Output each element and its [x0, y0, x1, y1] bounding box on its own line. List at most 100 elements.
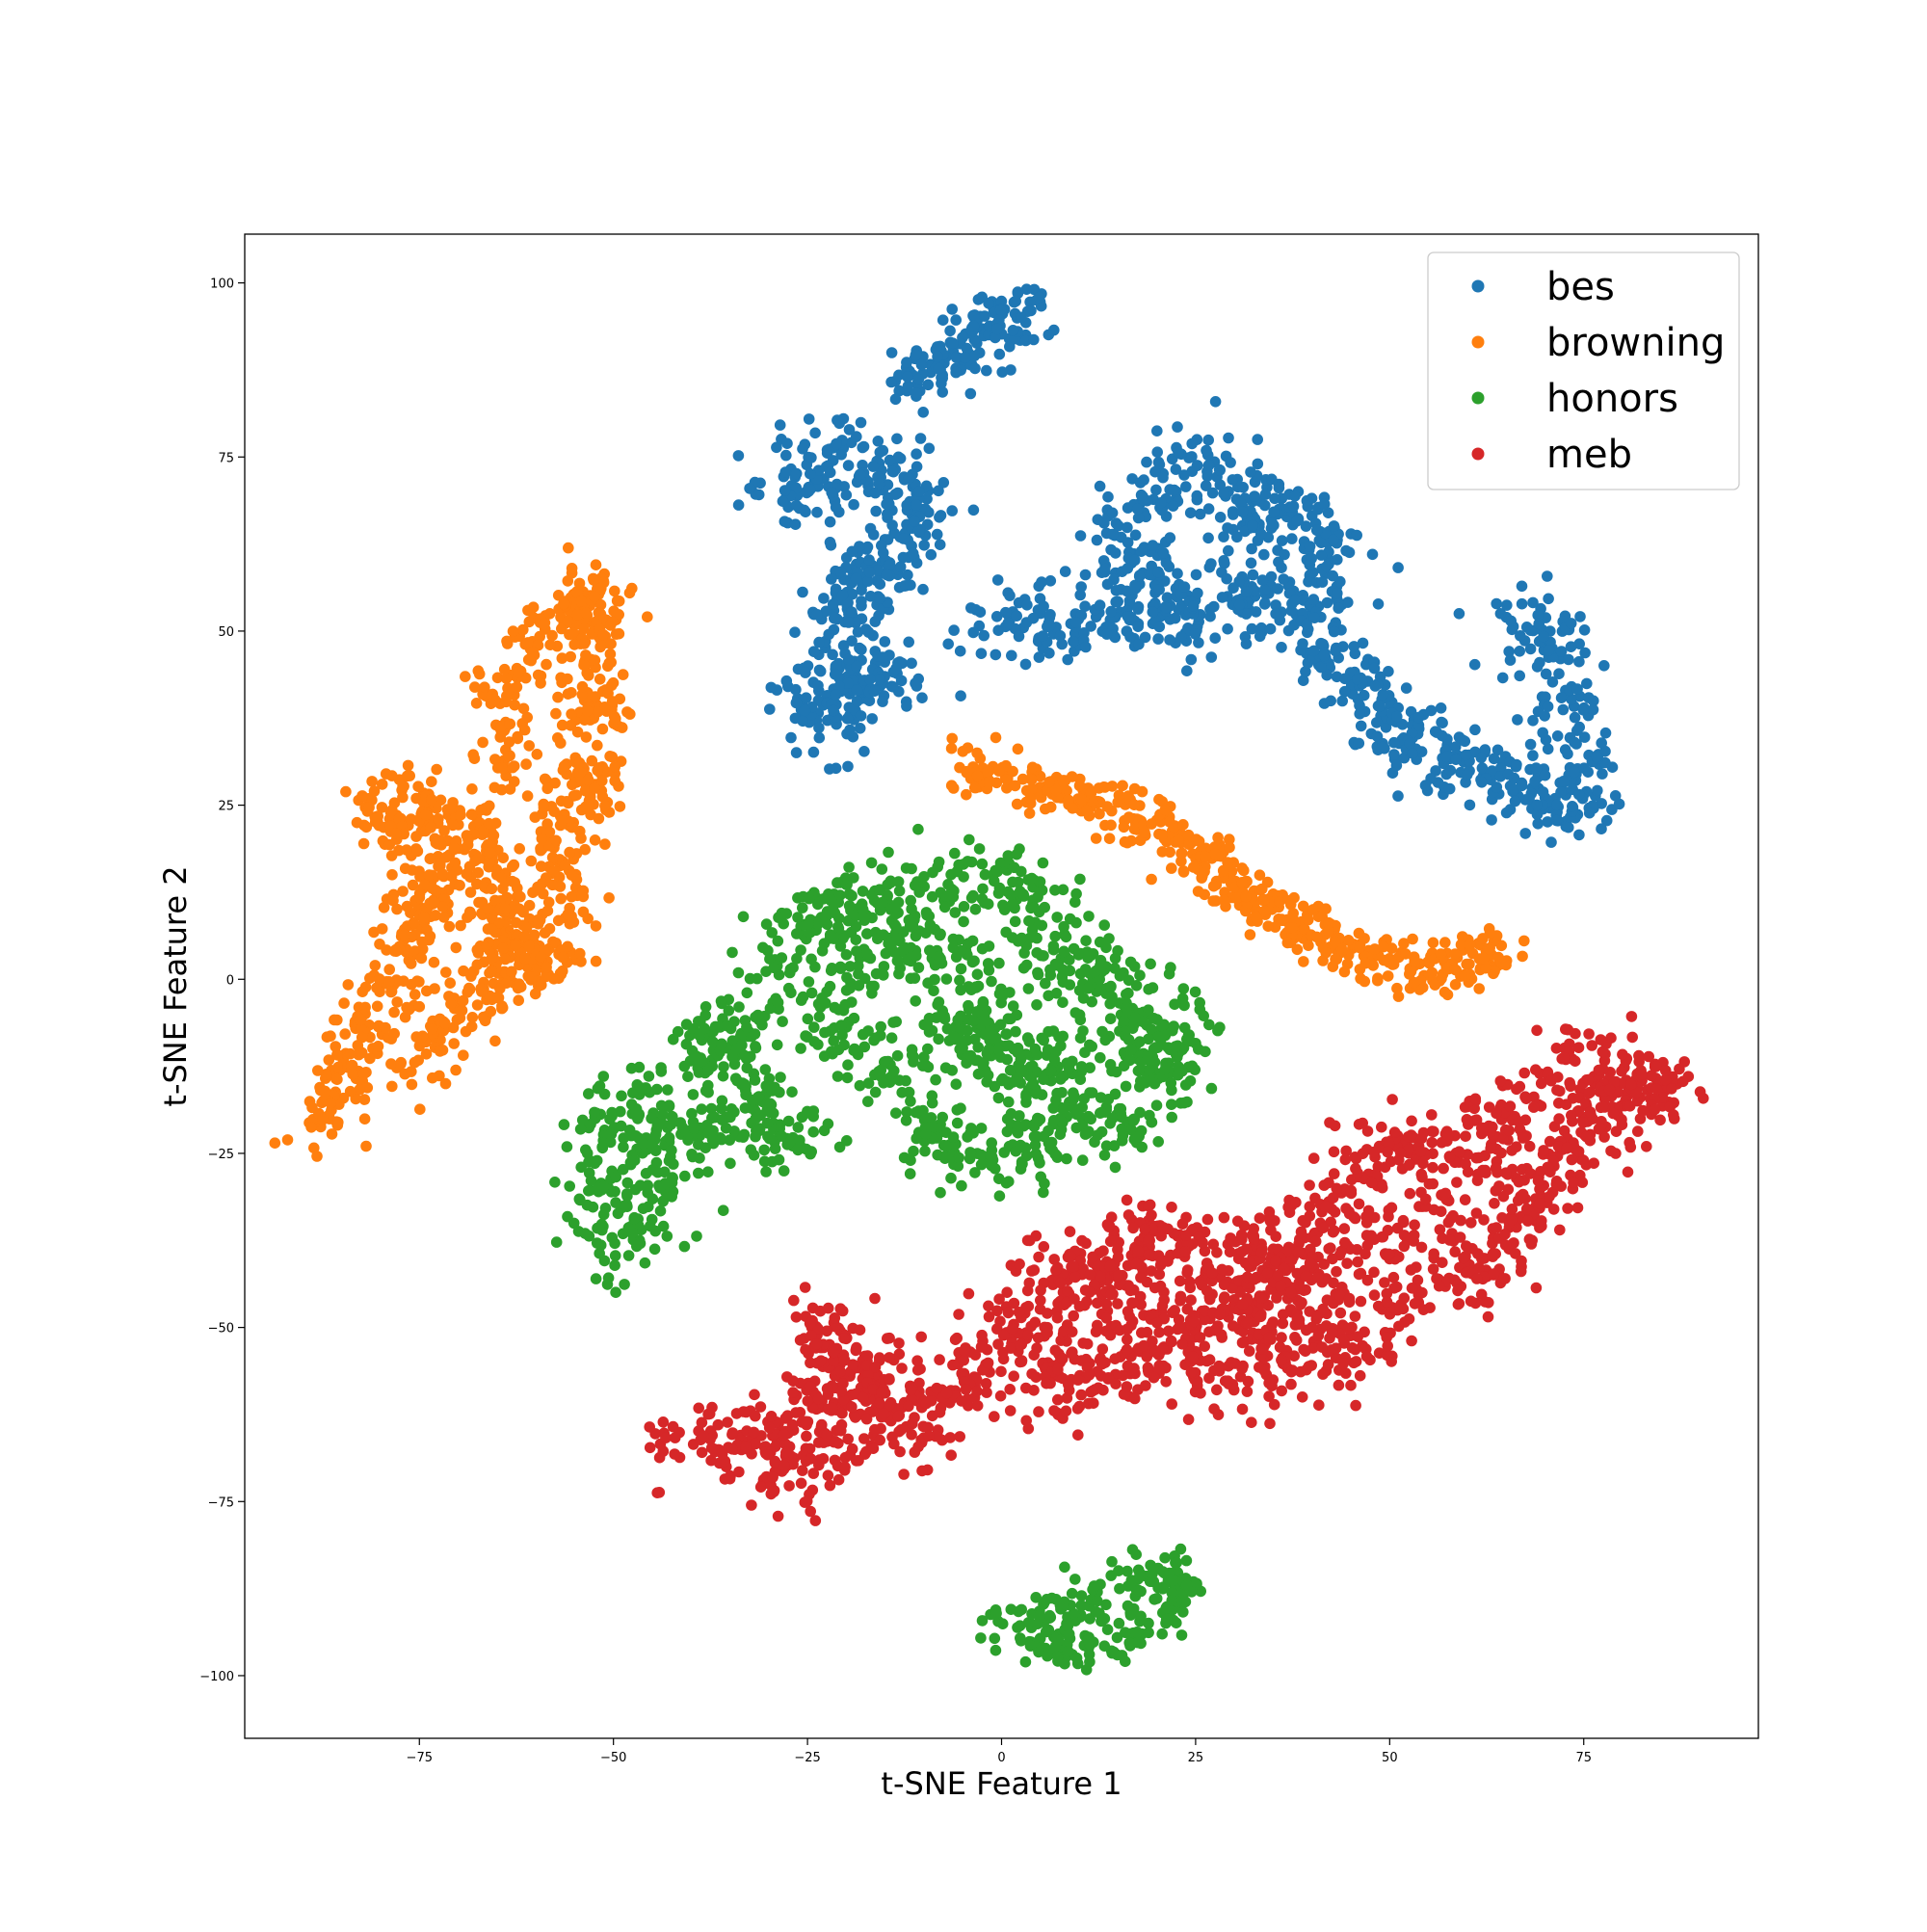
data-point: [426, 793, 437, 806]
data-point: [976, 1615, 989, 1627]
data-point: [1146, 1116, 1158, 1128]
data-point: [1005, 1108, 1017, 1120]
data-point: [1427, 937, 1439, 949]
data-point: [1214, 1021, 1226, 1033]
data-point: [840, 985, 853, 996]
data-point: [1543, 593, 1554, 605]
data-point: [1503, 646, 1515, 657]
data-point: [1109, 1088, 1122, 1100]
data-point: [826, 1045, 837, 1058]
data-point: [990, 1644, 1002, 1656]
data-point: [812, 679, 824, 692]
data-point: [444, 977, 457, 989]
data-point: [1240, 890, 1252, 903]
data-point: [865, 857, 878, 869]
data-point: [1177, 819, 1189, 831]
data-point: [1566, 693, 1577, 705]
data-point: [1033, 651, 1045, 663]
data-point: [938, 901, 951, 913]
data-point: [634, 1179, 647, 1191]
data-point: [918, 540, 930, 551]
data-point: [1079, 569, 1092, 581]
data-point: [1194, 508, 1206, 520]
data-point: [1573, 638, 1585, 649]
data-point: [1201, 470, 1213, 483]
data-point: [1156, 1628, 1168, 1640]
data-point: [1519, 828, 1531, 839]
data-point: [1537, 727, 1548, 739]
data-point: [566, 563, 578, 574]
data-point: [805, 467, 816, 480]
data-point: [562, 909, 574, 920]
data-point: [580, 607, 593, 620]
data-point: [878, 961, 890, 972]
data-point: [1040, 1626, 1052, 1638]
data-point: [532, 918, 544, 930]
data-point: [1049, 885, 1061, 896]
data-point: [1317, 638, 1329, 650]
data-point: [1043, 620, 1056, 632]
data-point: [589, 782, 600, 794]
data-point: [512, 730, 523, 743]
data-point: [402, 759, 414, 772]
data-point: [1504, 654, 1517, 666]
data-point: [1596, 798, 1607, 809]
data-point: [594, 608, 607, 620]
data-point: [626, 1227, 639, 1239]
data-point: [448, 842, 461, 855]
data-point: [1318, 498, 1331, 510]
data-point: [934, 539, 946, 550]
data-point: [917, 583, 929, 595]
data-point: [1076, 1101, 1088, 1113]
data-point: [1012, 1622, 1023, 1633]
data-point: [777, 495, 789, 507]
data-point: [1080, 641, 1092, 653]
data-point: [888, 901, 901, 913]
data-point: [1156, 829, 1169, 840]
data-point: [544, 639, 556, 650]
data-point: [1579, 647, 1591, 659]
data-point: [338, 997, 350, 1009]
data-point: [1338, 685, 1351, 698]
data-point: [856, 595, 867, 607]
data-point: [1564, 731, 1576, 744]
data-point: [1527, 750, 1539, 761]
data-point: [863, 567, 876, 578]
data-point: [555, 737, 567, 749]
data-point: [765, 681, 778, 694]
data-point: [1012, 743, 1024, 755]
data-point: [1218, 531, 1229, 543]
data-point: [1533, 618, 1544, 630]
data-point: [1075, 1600, 1087, 1611]
data-point: [687, 1089, 700, 1100]
data-point: [1122, 611, 1134, 622]
data-point: [1019, 658, 1032, 671]
data-point: [609, 775, 620, 787]
data-point: [862, 1096, 874, 1107]
data-point: [920, 907, 933, 918]
data-point: [1007, 325, 1019, 336]
data-point: [1329, 936, 1341, 948]
data-point: [1374, 700, 1386, 712]
data-point: [623, 587, 636, 599]
data-point: [386, 869, 398, 881]
data-point: [731, 1074, 743, 1087]
data-point: [1074, 530, 1087, 542]
data-point: [633, 1061, 646, 1073]
data-point: [1152, 1136, 1164, 1148]
data-point: [1160, 557, 1173, 569]
data-point: [877, 696, 888, 707]
data-point: [427, 1072, 438, 1084]
data-point: [781, 437, 793, 450]
data-point: [877, 651, 889, 663]
data-point: [1014, 1062, 1026, 1074]
data-point: [1113, 1102, 1125, 1115]
data-point: [1187, 600, 1200, 612]
data-point: [1573, 829, 1585, 841]
data-point: [1043, 1609, 1056, 1622]
data-point: [1588, 695, 1599, 707]
data-point: [1289, 490, 1301, 502]
data-point: [950, 351, 963, 363]
data-point: [1237, 482, 1249, 493]
data-point: [803, 413, 815, 425]
